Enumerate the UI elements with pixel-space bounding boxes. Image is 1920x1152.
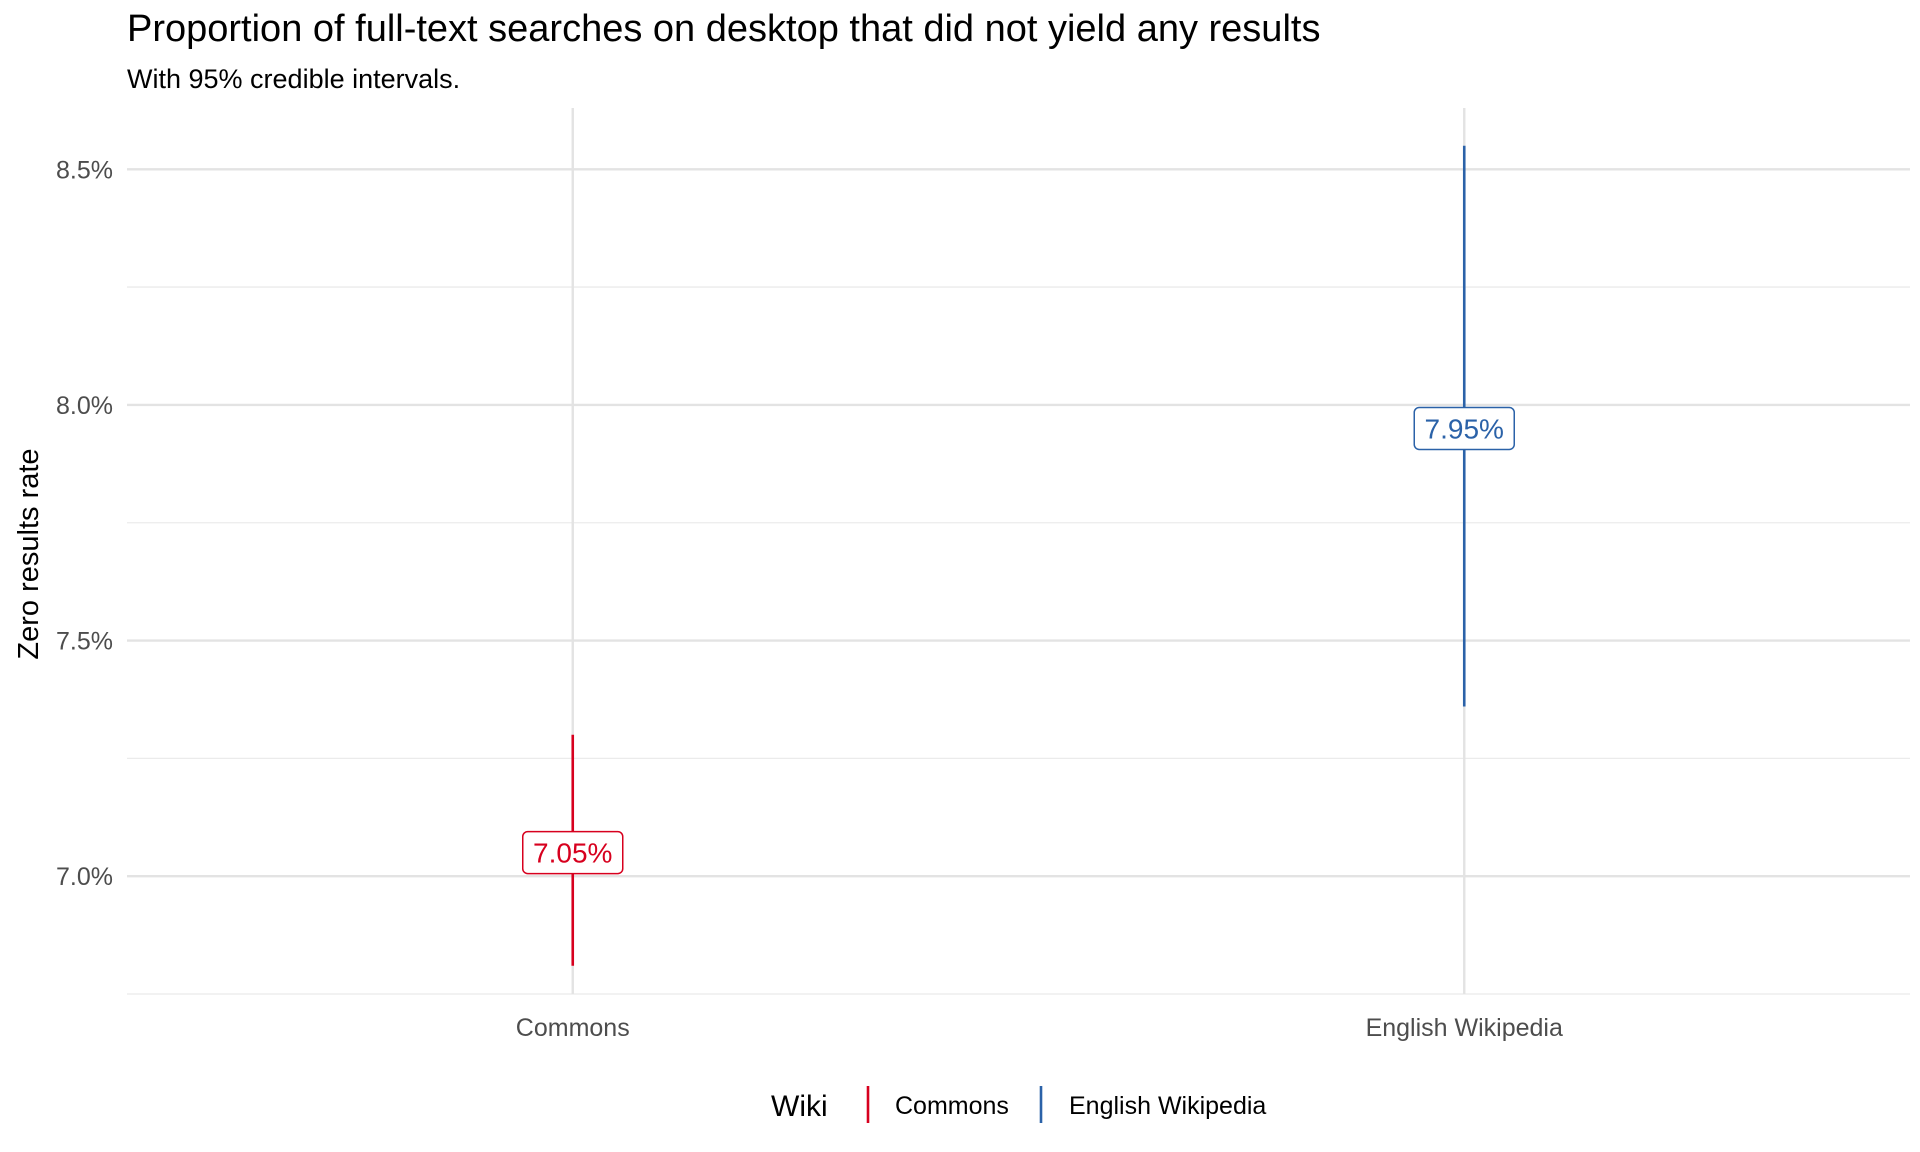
major-gridlines xyxy=(127,168,1910,878)
data-label: 7.95% xyxy=(1425,413,1504,444)
error-bars xyxy=(571,145,1466,966)
y-tick-label: 7.5% xyxy=(56,628,113,656)
data-label-box xyxy=(1413,406,1515,451)
y-tick-label: 8.0% xyxy=(56,392,113,420)
y-tick-labels: 7.0% 7.5% 8.0% 8.5% xyxy=(56,156,113,891)
chart-title: Proportion of full-text searches on desk… xyxy=(127,8,1321,50)
x-tick-label: Commons xyxy=(516,1014,630,1042)
y-tick-label: 8.5% xyxy=(56,156,113,184)
legend-title: Wiki xyxy=(771,1090,828,1123)
y-tick-label: 7.0% xyxy=(56,863,113,891)
legend-entry: Commons xyxy=(895,1092,1009,1120)
chart-subtitle: With 95% credible intervals. xyxy=(127,64,461,94)
x-tick-label: English Wikipedia xyxy=(1366,1014,1563,1042)
data-labels: 7.05% 7.95% xyxy=(522,406,1515,875)
minor-gridlines xyxy=(127,286,1910,995)
x-tick-labels: Commons English Wikipedia xyxy=(516,1014,1563,1042)
legend: Wiki Commons English Wikipedia xyxy=(771,1086,1266,1123)
data-label: 7.05% xyxy=(533,838,612,869)
data-label-box xyxy=(522,830,624,875)
legend-entry: English Wikipedia xyxy=(1069,1092,1266,1120)
y-axis-label: Zero results rate xyxy=(13,448,45,659)
x-gridlines xyxy=(571,108,1466,994)
